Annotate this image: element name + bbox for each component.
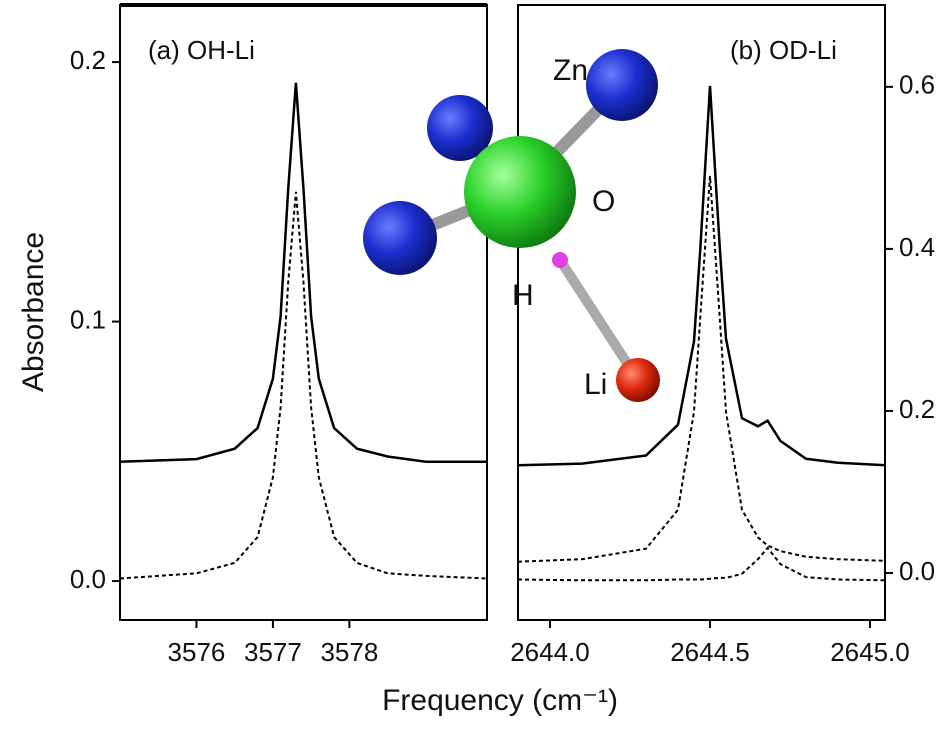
y-tick-label: 0.4 [899,232,935,262]
x-tick-label: 3576 [168,637,226,667]
y-tick-label: 0.2 [70,45,106,75]
plot-frame [120,5,487,620]
page: 3576 3577 3578 0.0 0.1 0.2 (a) OH-Li 2644.0 2644… [0,0,951,729]
y-tick-label: 0.2 [899,394,935,424]
atom-label: O [592,185,615,218]
li-atom [616,358,660,402]
h-atom [552,252,568,268]
o-atom [464,136,576,248]
panel-title: (a) OH-Li [148,35,255,65]
x-tick-label: 2645.0 [830,637,910,667]
atom-label: Li [584,368,607,401]
y-axis-label: Absorbance [17,232,50,392]
x-tick-label: 3578 [320,637,378,667]
x-tick-label: 2644.0 [510,637,590,667]
atom-label: Zn [553,54,588,87]
x-tick-label: 2644.5 [670,637,750,667]
series-line [518,548,886,580]
y-tick-label: 0.1 [70,304,106,334]
panel-title: (b) OD-Li [730,35,837,65]
y-tick-label: 0.0 [899,556,935,586]
zn-atom [586,49,658,121]
y-tick-label: 0.0 [70,564,106,594]
figure: 3576 3577 3578 0.0 0.1 0.2 (a) OH-Li 2644.0 2644… [0,0,951,729]
x-tick-label: 3577 [244,637,302,667]
x-axis-label: Frequency (cm⁻¹) [382,684,618,717]
y-tick-label: 0.6 [899,70,935,100]
zn-atom [363,201,437,275]
atom-label: H [512,279,534,312]
